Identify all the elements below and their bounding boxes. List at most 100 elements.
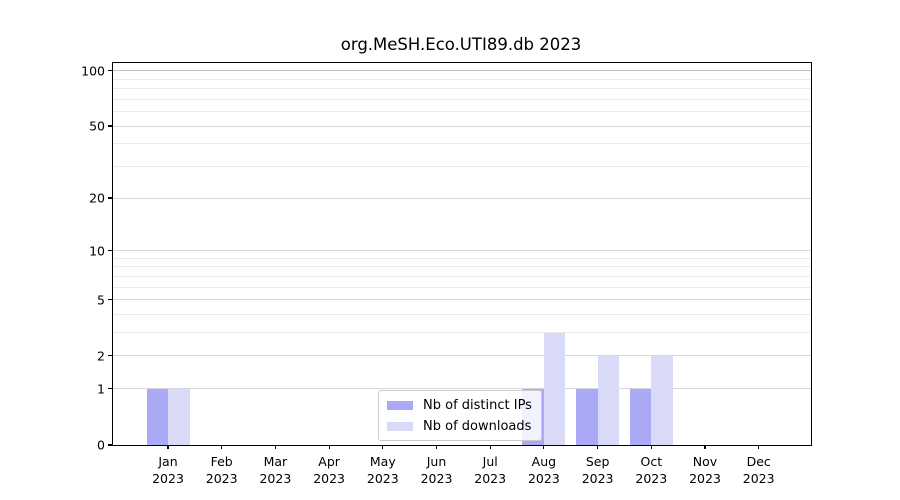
major-gridline bbox=[113, 355, 811, 357]
x-tick-mark bbox=[704, 445, 706, 449]
x-tick-mark bbox=[650, 445, 652, 449]
y-tick-label: 50 bbox=[89, 118, 105, 134]
x-tick-label-year: 2023 bbox=[152, 471, 184, 486]
x-tick-mark bbox=[328, 445, 330, 449]
minor-gridline bbox=[113, 111, 811, 113]
x-tick-mark bbox=[167, 445, 169, 449]
minor-gridline bbox=[113, 98, 811, 100]
minor-gridline bbox=[113, 88, 811, 90]
x-tick-label: Aug 2023 bbox=[512, 453, 576, 487]
legend-item: Nb of downloads bbox=[387, 417, 532, 435]
y-tick-mark bbox=[107, 444, 112, 446]
y-tick-mark bbox=[107, 70, 112, 72]
x-tick-label: Nov 2023 bbox=[673, 453, 737, 487]
x-tick-mark bbox=[274, 445, 276, 449]
major-gridline bbox=[113, 299, 811, 301]
y-tick-mark bbox=[107, 299, 112, 301]
x-tick-label-month: Dec bbox=[746, 454, 771, 469]
bar-downloads-jan bbox=[168, 388, 190, 445]
x-tick-mark bbox=[597, 445, 599, 449]
legend-swatch-downloads bbox=[387, 421, 413, 431]
bar-downloads-sep bbox=[597, 355, 620, 445]
x-tick-label: Jul 2023 bbox=[458, 453, 522, 487]
bar-distinct-ips-sep bbox=[576, 388, 598, 445]
x-tick-mark bbox=[382, 445, 384, 449]
x-tick-label-year: 2023 bbox=[474, 471, 507, 486]
major-gridline bbox=[113, 388, 811, 390]
chart-title: org.MeSH.Eco.UTI89.db 2023 bbox=[340, 35, 582, 54]
x-tick-label-month: Jun bbox=[426, 454, 447, 469]
minor-gridline bbox=[113, 257, 811, 259]
plot-area: 0 1 2 5 10 20 50 100 Jan 2023 Feb 2023 Mar 2023 Apr 20… bbox=[81, 62, 812, 486]
y-tick-label: 2 bbox=[97, 348, 105, 364]
x-tick-label-month: Apr bbox=[318, 454, 340, 469]
x-tick-label: May 2023 bbox=[351, 453, 415, 487]
y-tick-label: 10 bbox=[89, 243, 105, 258]
major-gridline bbox=[113, 250, 811, 251]
y-tick-label: 1 bbox=[97, 381, 105, 397]
x-tick-label-year: 2023 bbox=[527, 471, 560, 486]
legend-item: Nb of distinct IPs bbox=[387, 396, 532, 414]
x-tick-label-month: Aug bbox=[531, 454, 557, 469]
x-tick-mark bbox=[758, 445, 760, 449]
x-tick-mark bbox=[489, 445, 491, 449]
x-tick-label: Oct 2023 bbox=[619, 453, 683, 487]
x-tick-label-year: 2023 bbox=[366, 471, 399, 486]
major-gridline bbox=[113, 197, 811, 199]
x-tick-mark bbox=[435, 445, 438, 449]
y-tick-mark bbox=[107, 355, 112, 357]
minor-gridline bbox=[113, 332, 811, 334]
legend: Nb of distinct IPs Nb of downloads bbox=[378, 390, 542, 441]
x-tick-label-month: Feb bbox=[210, 454, 233, 469]
minor-gridline bbox=[113, 165, 811, 167]
bar-distinct-ips-oct bbox=[629, 388, 652, 445]
minor-gridline bbox=[113, 286, 811, 288]
x-tick-label-year: 2023 bbox=[742, 471, 775, 486]
x-tick-label-year: 2023 bbox=[689, 471, 721, 486]
bar-distinct-ips-jan bbox=[146, 388, 168, 445]
x-tick-label: Apr 2023 bbox=[297, 453, 361, 487]
x-tick-label-month: Mar bbox=[263, 454, 288, 469]
x-tick-label-year: 2023 bbox=[259, 471, 292, 486]
minor-gridline bbox=[113, 78, 811, 80]
major-gridline bbox=[113, 70, 811, 72]
x-tick-label: Feb 2023 bbox=[190, 453, 254, 487]
x-tick-label-month: May bbox=[369, 454, 396, 469]
y-tick-mark bbox=[107, 249, 112, 252]
minor-gridline bbox=[113, 275, 811, 277]
x-tick-mark bbox=[221, 445, 223, 449]
major-gridline bbox=[113, 125, 811, 127]
x-tick-label-year: 2023 bbox=[205, 471, 238, 486]
minor-gridline bbox=[113, 266, 811, 268]
y-tick-mark bbox=[107, 197, 112, 199]
x-tick-label: Dec 2023 bbox=[727, 453, 791, 487]
y-tick-label: 100 bbox=[81, 63, 105, 79]
x-tick-label-year: 2023 bbox=[635, 471, 668, 486]
bar-downloads-oct bbox=[651, 355, 673, 445]
legend-label: Nb of downloads bbox=[423, 418, 532, 434]
legend-swatch-distinct-ips bbox=[387, 400, 413, 410]
x-tick-label-month: Sep bbox=[585, 454, 610, 469]
y-tick-mark bbox=[107, 125, 112, 127]
x-tick-label: Sep 2023 bbox=[566, 453, 630, 487]
x-tick-label-year: 2023 bbox=[581, 471, 614, 486]
x-tick-label-year: 2023 bbox=[420, 471, 453, 486]
x-tick-label-year: 2023 bbox=[313, 471, 345, 486]
x-tick-label-month: Jul bbox=[482, 454, 498, 469]
x-tick-label: Jun 2023 bbox=[405, 453, 469, 487]
x-tick-label: Mar 2023 bbox=[243, 453, 307, 487]
x-tick-label-month: Nov bbox=[692, 454, 718, 469]
minor-gridline bbox=[113, 313, 811, 315]
y-tick-label: 5 bbox=[97, 292, 105, 308]
minor-gridline bbox=[113, 143, 811, 145]
x-tick-label-month: Oct bbox=[640, 454, 663, 469]
bar-downloads-aug bbox=[543, 332, 566, 445]
y-tick-label: 0 bbox=[97, 437, 105, 453]
legend-label: Nb of distinct IPs bbox=[423, 397, 532, 413]
y-tick-mark bbox=[107, 388, 112, 390]
y-tick-label: 20 bbox=[89, 190, 105, 206]
x-tick-mark bbox=[543, 445, 545, 449]
x-tick-label: Jan 2023 bbox=[136, 453, 200, 487]
x-tick-label-month: Jan bbox=[158, 454, 178, 469]
